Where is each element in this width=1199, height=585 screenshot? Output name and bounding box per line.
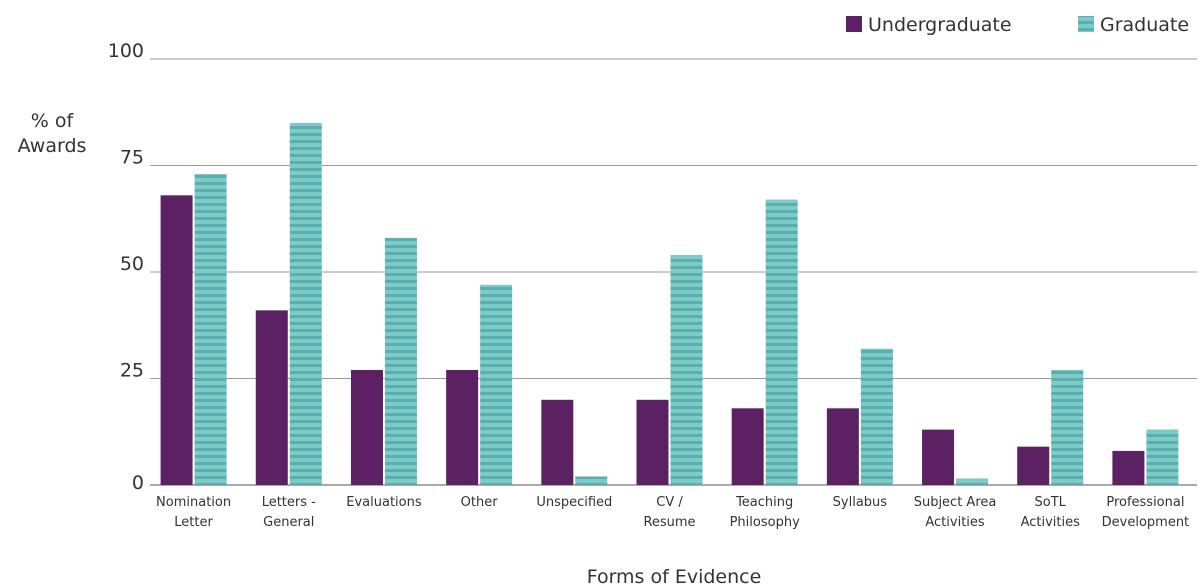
x-category-label: Syllabus — [833, 495, 888, 510]
bar-graduate — [956, 478, 989, 485]
bar-graduate — [575, 476, 608, 485]
y-tick-label: 50 — [120, 253, 144, 275]
bars — [160, 122, 1179, 486]
y-axis-title: % of Awards — [18, 110, 87, 157]
legend: Undergraduate Graduate — [846, 14, 1189, 36]
x-category-label: Teaching Philosophy — [730, 495, 800, 530]
bar-undergraduate — [636, 399, 669, 485]
y-tick-label: 25 — [120, 360, 144, 382]
bar-graduate — [480, 284, 513, 485]
x-category-label: SoTL Activities — [1021, 495, 1081, 530]
bar-undergraduate — [922, 429, 955, 485]
bar-undergraduate — [731, 408, 764, 485]
y-tick-label: 0 — [132, 472, 144, 494]
bar-graduate — [1146, 429, 1179, 485]
bar-graduate — [860, 348, 893, 485]
legend-label-undergraduate: Undergraduate — [868, 14, 1012, 36]
legend-swatch-graduate — [1078, 16, 1094, 32]
x-category-label: CV / Resume — [643, 495, 695, 530]
x-category-label: Evaluations — [346, 495, 422, 510]
bar-undergraduate — [541, 399, 574, 485]
bar-graduate — [1051, 369, 1084, 485]
y-axis-ticks: 0 25 50 75 100 — [108, 40, 144, 494]
y-tick-label: 100 — [108, 40, 144, 62]
x-category-label: Other — [461, 495, 499, 510]
bar-undergraduate — [826, 408, 859, 485]
x-axis-title: Forms of Evidence — [587, 566, 762, 585]
x-category-label: Professional Development — [1102, 495, 1190, 530]
bar-undergraduate — [1112, 450, 1145, 485]
x-category-label: Nomination Letter — [156, 495, 231, 530]
x-category-label: Unspecified — [536, 495, 612, 510]
bar-graduate — [194, 174, 227, 485]
y-tick-label: 75 — [120, 147, 144, 169]
x-category-label: Letters -General — [262, 495, 316, 530]
x-axis-categories: Nomination Letter Letters -General Evaluati… — [156, 495, 1189, 530]
bar-undergraduate — [255, 310, 288, 485]
bar-undergraduate — [160, 195, 193, 485]
bar-graduate — [765, 199, 798, 485]
bar-undergraduate — [350, 369, 383, 485]
bar-graduate — [289, 122, 322, 486]
bar-undergraduate — [446, 369, 479, 485]
x-category-label: Subject Area Activities — [914, 495, 997, 530]
bar-graduate — [670, 254, 703, 485]
bar-undergraduate — [1017, 446, 1050, 485]
bar-graduate — [384, 237, 417, 485]
legend-swatch-undergraduate — [846, 16, 862, 32]
y-axis-label: % of Awards — [18, 110, 87, 157]
legend-label-graduate: Graduate — [1100, 14, 1189, 36]
x-axis-label: Forms of Evidence — [587, 566, 762, 585]
